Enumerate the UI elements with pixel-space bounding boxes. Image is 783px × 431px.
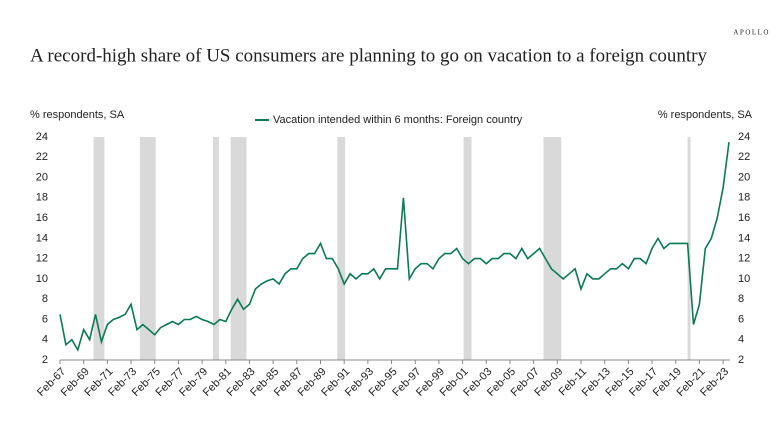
y2-tick-label: 12 xyxy=(738,253,750,265)
y2-tick-label: 8 xyxy=(738,293,744,305)
y-tick-label: 20 xyxy=(36,171,48,183)
recession-band xyxy=(93,137,105,360)
y2-tick-label: 16 xyxy=(738,212,750,224)
recession-band xyxy=(543,137,562,360)
y-tick-label: 10 xyxy=(36,273,48,285)
y-tick-label: 4 xyxy=(42,334,48,346)
y-tick-label: 18 xyxy=(36,192,48,204)
y-tick-label: 24 xyxy=(36,131,48,143)
y2-tick-label: 14 xyxy=(738,232,750,244)
y2-tick-label: 20 xyxy=(738,171,750,183)
y-tick-label: 12 xyxy=(36,253,48,265)
y2-tick-label: 18 xyxy=(738,192,750,204)
recession-band xyxy=(212,137,219,360)
y-tick-label: 2 xyxy=(42,354,48,366)
y2-tick-label: 4 xyxy=(738,334,744,346)
recession-band xyxy=(337,137,346,360)
y-axis-label: % respondents, SA xyxy=(30,109,125,121)
y2-axis-label: % respondents, SA xyxy=(658,109,753,121)
y2-tick-label: 10 xyxy=(738,273,750,285)
y2-tick-label: 6 xyxy=(738,313,744,325)
y-tick-label: 16 xyxy=(36,212,48,224)
y2-tick-label: 22 xyxy=(738,151,750,163)
y-tick-label: 22 xyxy=(36,151,48,163)
recession-band xyxy=(139,137,156,360)
brand: APOLLO xyxy=(733,29,770,37)
recession-band xyxy=(687,137,691,360)
y2-tick-label: 24 xyxy=(738,131,750,143)
y2-tick-label: 2 xyxy=(738,354,744,366)
chart-title: A record-high share of US consumers are … xyxy=(30,45,707,66)
y-tick-label: 8 xyxy=(42,293,48,305)
recession-band xyxy=(230,137,247,360)
y-tick-label: 6 xyxy=(42,313,48,325)
y-tick-label: 14 xyxy=(36,232,48,244)
recession-band xyxy=(463,137,472,360)
legend-label: Vacation intended within 6 months: Forei… xyxy=(273,114,523,126)
series-line xyxy=(59,141,730,352)
